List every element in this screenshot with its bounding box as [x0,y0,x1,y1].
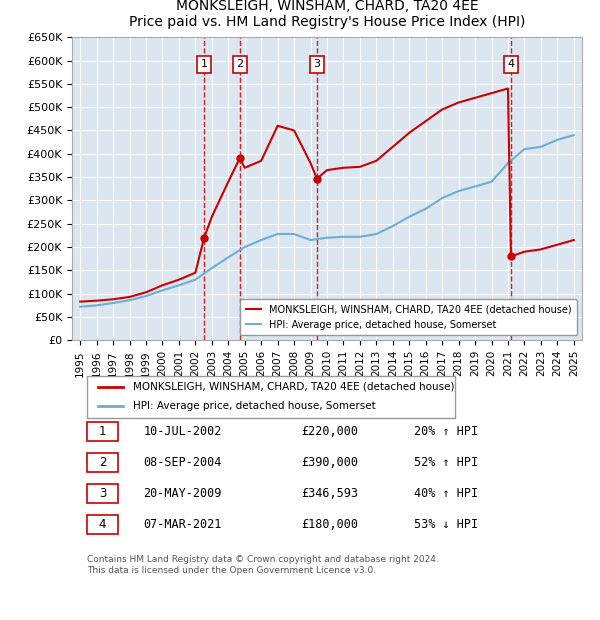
Text: HPI: Average price, detached house, Somerset: HPI: Average price, detached house, Some… [133,401,376,411]
Text: 1: 1 [200,60,208,69]
Text: £390,000: £390,000 [302,456,359,469]
Text: 1: 1 [99,425,106,438]
Text: MONKSLEIGH, WINSHAM, CHARD, TA20 4EE (detached house): MONKSLEIGH, WINSHAM, CHARD, TA20 4EE (de… [133,382,455,392]
Text: 3: 3 [99,487,106,500]
Text: 10-JUL-2002: 10-JUL-2002 [143,425,222,438]
FancyBboxPatch shape [88,376,455,418]
Legend: MONKSLEIGH, WINSHAM, CHARD, TA20 4EE (detached house), HPI: Average price, detac: MONKSLEIGH, WINSHAM, CHARD, TA20 4EE (de… [241,299,577,335]
Text: Contains HM Land Registry data © Crown copyright and database right 2024.
This d: Contains HM Land Registry data © Crown c… [88,556,439,575]
Text: 53% ↓ HPI: 53% ↓ HPI [414,518,478,531]
FancyBboxPatch shape [88,484,118,503]
Text: 2: 2 [99,456,106,469]
FancyBboxPatch shape [88,422,118,441]
Title: MONKSLEIGH, WINSHAM, CHARD, TA20 4EE
Price paid vs. HM Land Registry's House Pri: MONKSLEIGH, WINSHAM, CHARD, TA20 4EE Pri… [129,0,525,29]
FancyBboxPatch shape [88,515,118,534]
Text: 4: 4 [508,60,514,69]
Text: 08-SEP-2004: 08-SEP-2004 [143,456,222,469]
Text: 20% ↑ HPI: 20% ↑ HPI [414,425,478,438]
Text: 20-MAY-2009: 20-MAY-2009 [143,487,222,500]
Text: 3: 3 [313,60,320,69]
Text: 40% ↑ HPI: 40% ↑ HPI [414,487,478,500]
Text: £220,000: £220,000 [302,425,359,438]
FancyBboxPatch shape [88,453,118,472]
Text: 07-MAR-2021: 07-MAR-2021 [143,518,222,531]
Text: £180,000: £180,000 [302,518,359,531]
Text: 2: 2 [236,60,243,69]
Text: £346,593: £346,593 [302,487,359,500]
Text: 52% ↑ HPI: 52% ↑ HPI [414,456,478,469]
Text: 4: 4 [99,518,106,531]
